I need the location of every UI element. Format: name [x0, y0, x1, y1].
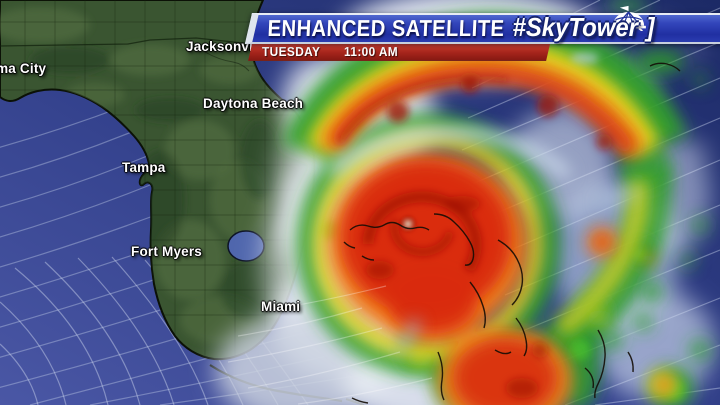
cloud-streaks	[227, 285, 433, 405]
lake-okeechobee	[227, 230, 265, 262]
skytower-bracket: ]	[646, 12, 655, 42]
city-label-panama-city: Panama City	[0, 61, 47, 76]
state-border	[0, 37, 253, 47]
hurricane-bands	[282, 0, 712, 405]
time-label: 11:00 AM	[344, 45, 399, 59]
river	[204, 51, 250, 72]
city-label-miami: Miami	[261, 299, 301, 314]
city-label-daytona-beach: Daytona Beach	[203, 96, 304, 111]
day-label: TUESDAY	[262, 45, 321, 59]
hurricane-eye	[400, 216, 416, 232]
skytower-logo: #SkyTower]	[509, 5, 720, 42]
banner-title: ENHANCED SATELLITE	[266, 15, 506, 41]
bahamas-outlines	[343, 62, 681, 404]
skytower-wordmark: #SkyTower	[512, 12, 638, 42]
city-label-fort-myers: Fort Myers	[131, 244, 203, 259]
datetime-strip: TUESDAY 11:00 AM	[248, 44, 550, 61]
city-label-tampa: Tampa	[122, 160, 166, 175]
header-banner: ENHANCED SATELLITE #SkyTower]	[244, 5, 720, 44]
skytower-dome-icon	[611, 5, 646, 31]
